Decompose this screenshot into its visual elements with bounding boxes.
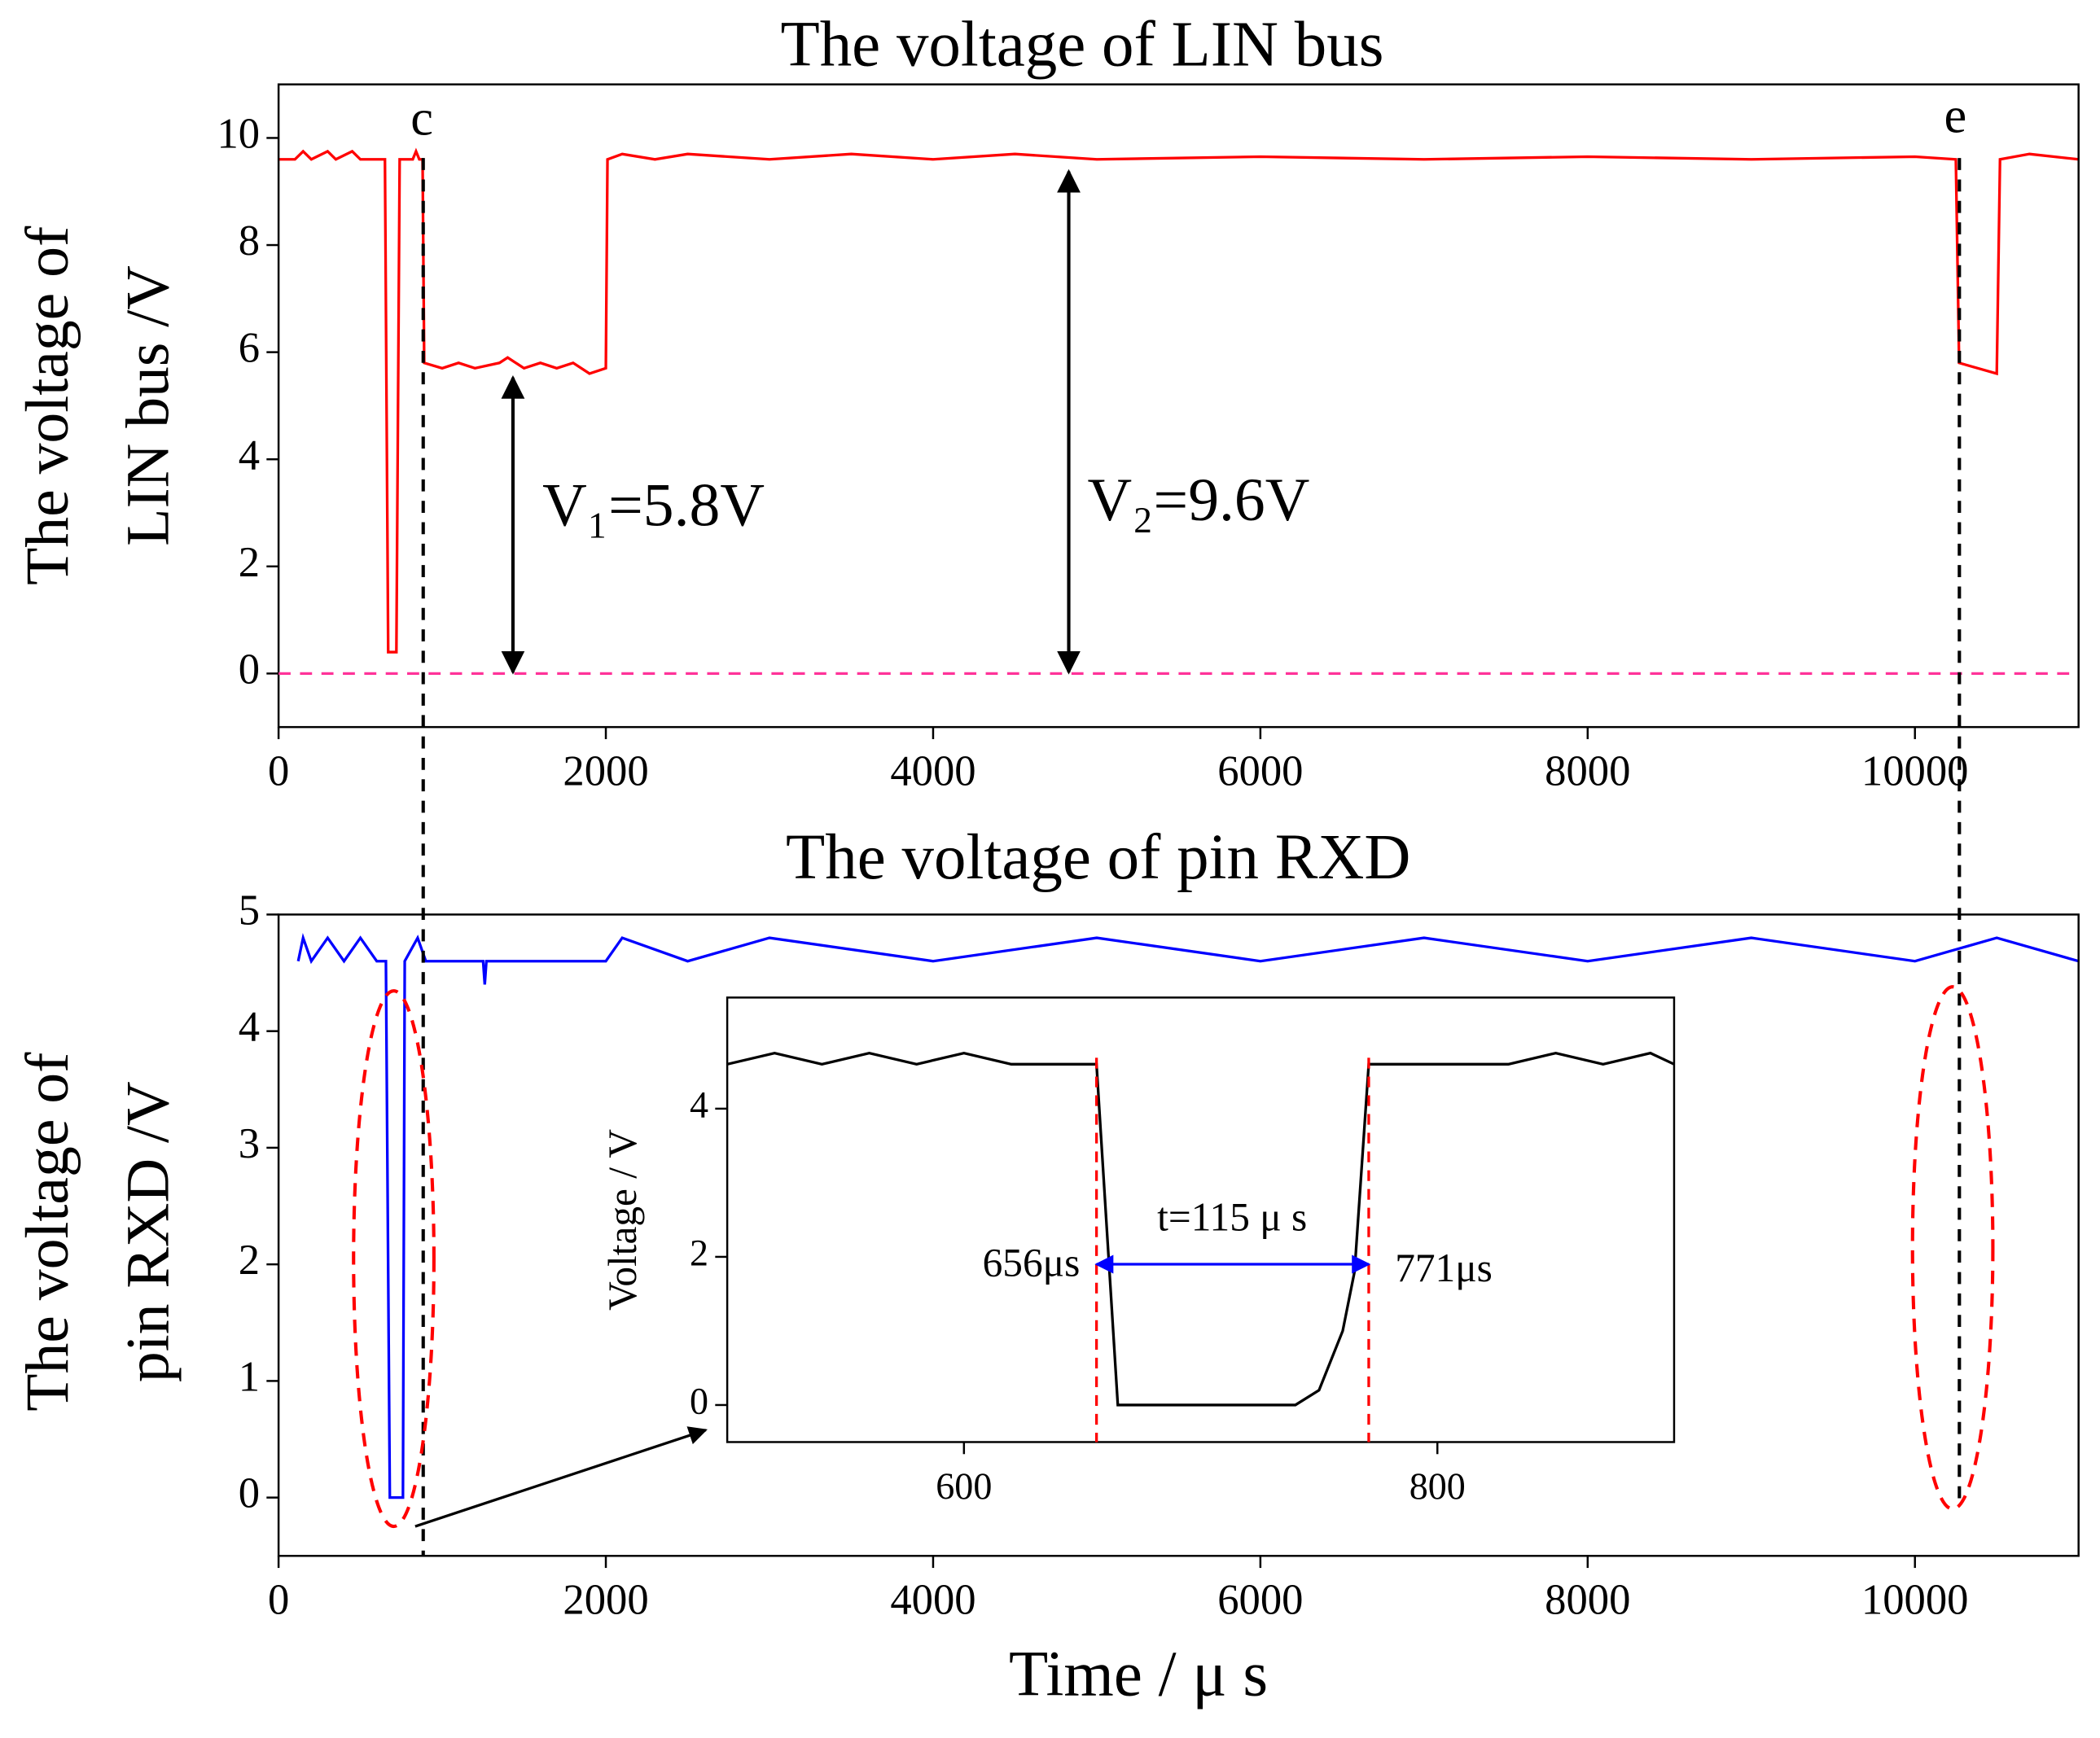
x-tick-label: 2000 bbox=[563, 747, 648, 795]
y-tick-label: 2 bbox=[239, 539, 260, 586]
chart: 600 800 0 2 4 Voltage / V bbox=[600, 996, 1676, 1507]
data-line bbox=[726, 1051, 1675, 1407]
annotation: 771μs bbox=[1395, 1245, 1493, 1290]
y-tick-label: 4 bbox=[239, 1004, 260, 1051]
x-tick-label: 4000 bbox=[890, 1577, 975, 1624]
x-tick-label: 0 bbox=[268, 747, 289, 795]
x-tick-label: 4000 bbox=[890, 747, 975, 795]
y-tick-label: 1 bbox=[239, 1353, 260, 1400]
x-tick-label: 0 bbox=[268, 1577, 289, 1624]
data-line bbox=[278, 147, 2079, 654]
plot-frame bbox=[726, 996, 1676, 1443]
x-tick-label: 10000 bbox=[1861, 1577, 1969, 1624]
x-axis-label: Time / μ s bbox=[1009, 1639, 1268, 1710]
y-tick-label: 0 bbox=[690, 1381, 708, 1422]
data-line bbox=[296, 932, 2080, 1499]
y-axis-label: Voltage / V bbox=[600, 1129, 645, 1311]
inset-background bbox=[727, 997, 1674, 1442]
plot-frame bbox=[277, 83, 2080, 729]
x-tick-label: 6000 bbox=[1217, 1577, 1303, 1624]
y-tick-label: 0 bbox=[239, 1470, 260, 1517]
y-tick-label: 4 bbox=[239, 431, 260, 479]
y-tick-label: 4 bbox=[690, 1084, 708, 1125]
x-tick-label: 2000 bbox=[563, 1577, 648, 1624]
annotation: t=115 μ s bbox=[1157, 1194, 1307, 1239]
y-tick-label: 6 bbox=[239, 325, 260, 372]
y-axis-label: pin RXD /V bbox=[115, 1081, 182, 1382]
highlight-ellipse bbox=[1910, 985, 1995, 1511]
zoom-arrow bbox=[414, 1426, 708, 1528]
annotation: 656μs bbox=[983, 1240, 1081, 1285]
chart-title: The voltage of pin RXD bbox=[786, 822, 1410, 893]
annotation: V₂=9.6V bbox=[1088, 466, 1310, 534]
chart: 0 2000 4000 6000 8000 10000 0 2 4 6 8 10 The voltage… bbox=[14, 10, 2080, 795]
x-tick-label: 800 bbox=[1409, 1465, 1466, 1507]
y-tick-label: 10 bbox=[217, 111, 260, 158]
annotation: V₁=5.8V bbox=[542, 472, 765, 540]
overlay: c e V₁=5.8V V₂=9.6V t=115 μ s 656μs 771μs bbox=[278, 86, 2079, 1556]
chart-title: The voltage of LIN bus bbox=[781, 10, 1384, 81]
y-tick-label: 8 bbox=[239, 217, 260, 265]
y-axis-label: LIN bus /V bbox=[115, 265, 182, 546]
x-tick-label: 10000 bbox=[1861, 747, 1969, 795]
annotation: c bbox=[410, 90, 433, 147]
y-axis-label: The voltage of bbox=[14, 1052, 81, 1412]
y-tick-label: 2 bbox=[690, 1232, 708, 1273]
y-axis-label: The voltage of bbox=[14, 225, 81, 585]
x-tick-label: 8000 bbox=[1545, 747, 1630, 795]
y-tick-label: 0 bbox=[239, 646, 260, 693]
y-tick-label: 3 bbox=[239, 1120, 260, 1167]
plot-frame bbox=[277, 913, 2080, 1557]
x-tick-label: 600 bbox=[936, 1465, 992, 1507]
highlight-ellipse bbox=[352, 989, 436, 1529]
y-tick-label: 5 bbox=[239, 887, 260, 935]
x-tick-label: 6000 bbox=[1217, 747, 1303, 795]
annotation: e bbox=[1944, 86, 1966, 143]
y-tick-label: 2 bbox=[239, 1237, 260, 1284]
x-tick-label: 8000 bbox=[1545, 1577, 1630, 1624]
